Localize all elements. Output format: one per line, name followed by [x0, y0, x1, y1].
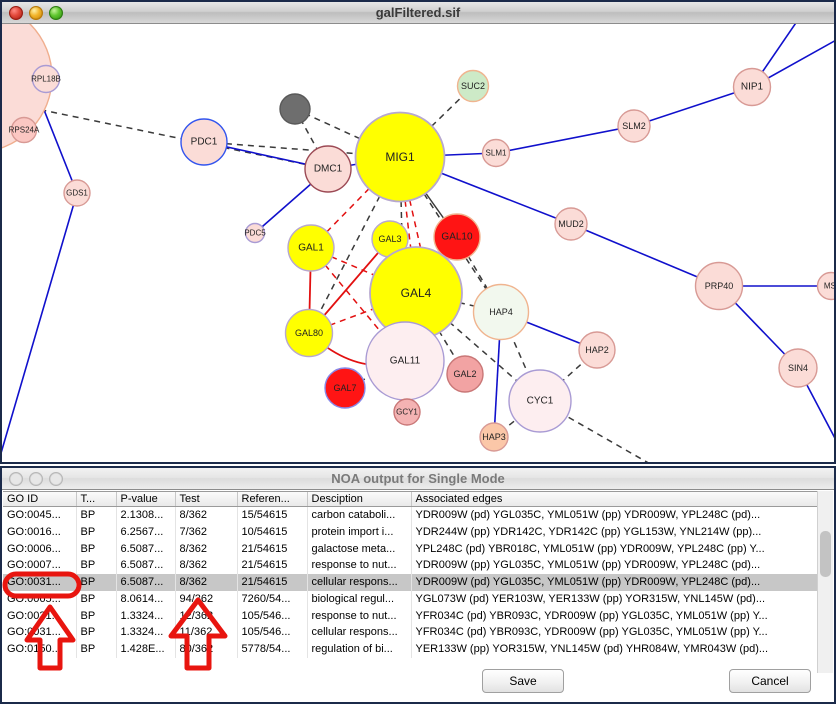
svg-text:HAP3: HAP3 [482, 432, 506, 442]
svg-text:CYC1: CYC1 [527, 396, 554, 407]
svg-text:HAP2: HAP2 [585, 345, 609, 355]
svg-text:HAP4: HAP4 [489, 307, 513, 317]
svg-text:RPS24A: RPS24A [9, 126, 40, 135]
svg-text:GAL80: GAL80 [295, 328, 323, 338]
svg-text:MSI: MSI [824, 282, 836, 291]
svg-text:PRP40: PRP40 [705, 281, 734, 291]
svg-text:SUC2: SUC2 [461, 81, 485, 91]
svg-text:MUD2: MUD2 [558, 219, 584, 229]
svg-text:GAL10: GAL10 [441, 232, 473, 243]
svg-text:GAL11: GAL11 [390, 356, 421, 367]
svg-text:SLM1: SLM1 [486, 149, 507, 158]
svg-text:SLM2: SLM2 [622, 121, 646, 131]
svg-text:RPL18B: RPL18B [31, 75, 61, 84]
svg-text:MIG1: MIG1 [385, 150, 415, 164]
svg-text:SIN4: SIN4 [788, 363, 808, 373]
svg-text:GAL4: GAL4 [401, 286, 432, 300]
svg-text:GAL2: GAL2 [453, 369, 476, 379]
svg-text:GCY1: GCY1 [396, 408, 418, 417]
svg-text:PDC1: PDC1 [191, 137, 218, 148]
svg-text:GAL1: GAL1 [298, 243, 324, 254]
svg-text:GAL7: GAL7 [333, 383, 356, 393]
svg-text:PDC5: PDC5 [244, 229, 266, 238]
svg-text:GDS1: GDS1 [66, 189, 88, 198]
svg-text:NIP1: NIP1 [741, 82, 764, 93]
svg-text:GAL3: GAL3 [378, 234, 401, 244]
svg-text:DMC1: DMC1 [314, 164, 343, 175]
